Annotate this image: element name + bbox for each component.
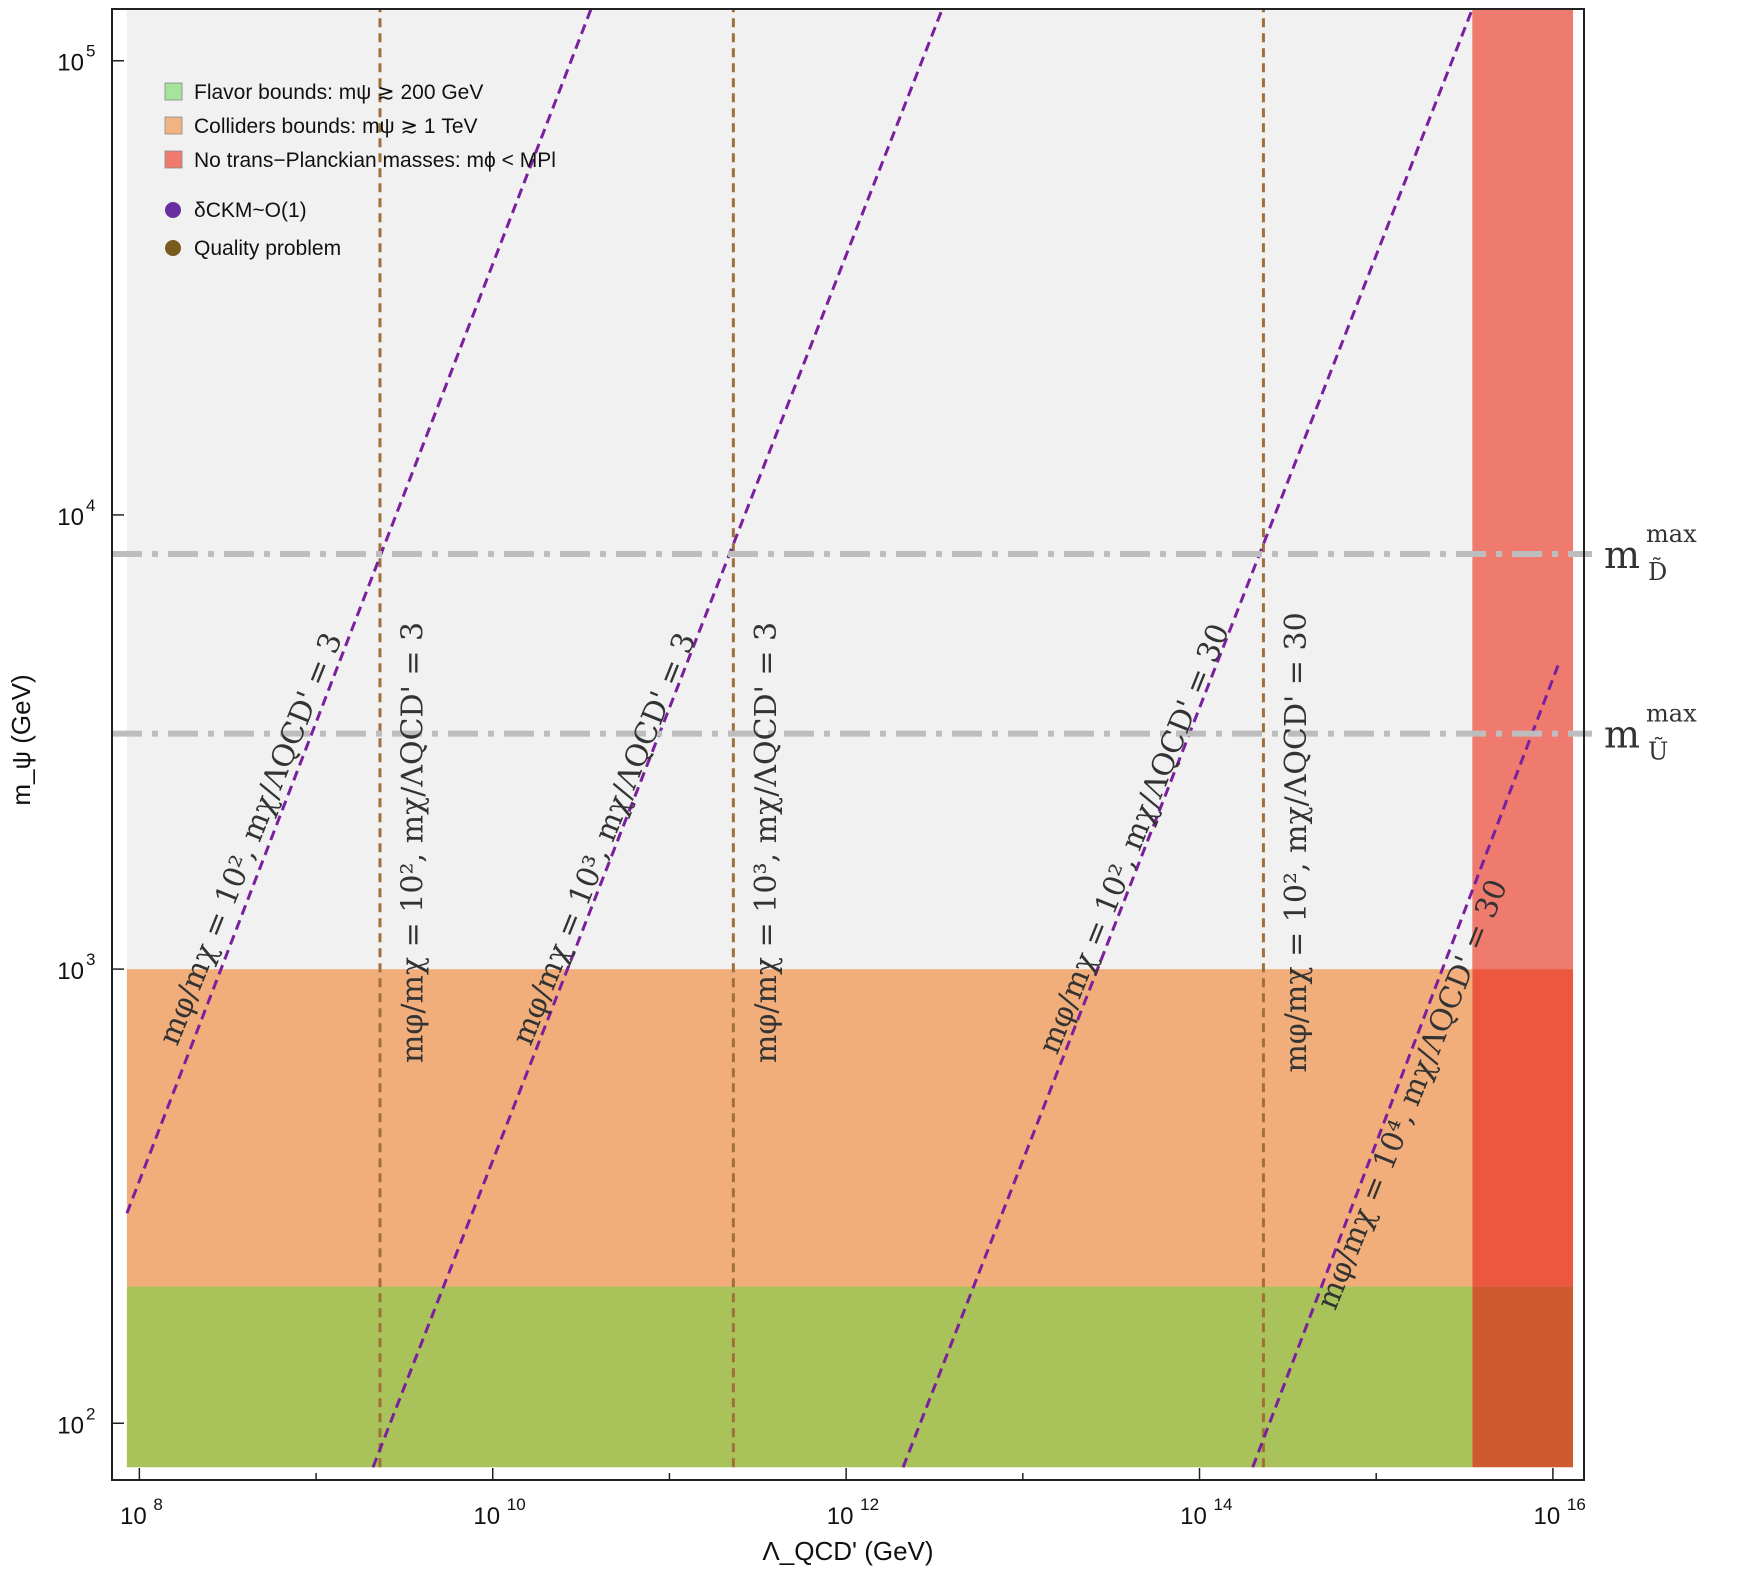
hline-label-sup-1: max	[1646, 700, 1697, 728]
region-4	[1472, 969, 1574, 1287]
x-tick-label-1: 10	[473, 1503, 500, 1530]
region-1	[126, 969, 1473, 1287]
hline-label-sub-1: Ũ	[1648, 736, 1668, 766]
region-2	[126, 9, 1473, 970]
x-tick-exp-0: 8	[153, 1495, 162, 1514]
y-tick-label-0: 10	[57, 1412, 84, 1439]
quality-lines-layer	[378, 9, 1265, 1468]
x-tick-exp-3: 14	[1214, 1495, 1233, 1514]
y-tick-label-1: 10	[57, 958, 84, 985]
legend-swatch-0	[164, 82, 183, 101]
hline-label-0: m	[1604, 533, 1640, 577]
legend: Flavor bounds: mψ ≳ 200 GeV Colliders bou…	[164, 81, 556, 260]
x-tick-exp-4: 16	[1567, 1495, 1586, 1514]
legend-label-1: Colliders bounds: mψ ≳ 1 TeV	[194, 115, 478, 138]
x-tick-label-3: 10	[1180, 1503, 1207, 1530]
y-tick-exp-1: 3	[86, 950, 95, 969]
legend-label-2: No trans−Planckian masses: mϕ < MPl	[194, 149, 556, 172]
x-ticks-layer: 10 8 10 10 10 12 10 14 10 16	[120, 1468, 1586, 1530]
hline-label-1: m	[1604, 713, 1640, 757]
ckm-line-1	[371, 9, 944, 1468]
x-tick-label-4: 10	[1534, 1503, 1561, 1530]
ckm-line-0	[125, 9, 593, 1214]
hline-label-sub-0: D̃	[1648, 558, 1667, 586]
region-5	[1472, 1286, 1574, 1468]
legend-swatch-2	[164, 150, 183, 169]
legend-label-4: Quality problem	[194, 237, 341, 260]
hline-label-sup-0: max	[1646, 520, 1697, 548]
y-tick-exp-0: 2	[86, 1404, 95, 1423]
ckm-lines-layer	[125, 9, 1562, 1468]
annotation-5: mφ/mχ = 10², mχ/ΛQCD' = 30	[1279, 612, 1314, 1072]
x-axis-title: Λ_QCD' (GeV)	[762, 1536, 933, 1566]
region-3	[1472, 9, 1574, 970]
x-tick-label-0: 10	[120, 1503, 147, 1530]
legend-label-0: Flavor bounds: mψ ≳ 200 GeV	[194, 81, 483, 104]
y-tick-label-3: 10	[57, 50, 84, 77]
ckm-line-2	[901, 9, 1474, 1468]
y-tick-exp-3: 5	[86, 42, 95, 61]
y-tick-exp-2: 4	[86, 496, 95, 515]
legend-swatch-1	[164, 116, 183, 135]
x-tick-label-2: 10	[827, 1503, 854, 1530]
regions-layer	[126, 9, 1574, 1468]
y-axis-title: m_ψ (GeV)	[6, 674, 36, 805]
annotation-3: mφ/mχ = 10³, mχ/ΛQCD' = 3	[749, 622, 784, 1063]
legend-label-3: δCKM~O(1)	[194, 199, 307, 222]
legend-marker-4	[165, 240, 181, 256]
x-tick-exp-2: 12	[860, 1495, 879, 1514]
y-tick-label-2: 10	[57, 504, 84, 531]
x-tick-exp-1: 10	[507, 1495, 526, 1514]
ckm-line-3	[1251, 659, 1562, 1468]
legend-marker-3	[165, 202, 181, 218]
plot-frame	[111, 8, 1585, 1481]
annotation-1: mφ/mχ = 10², mχ/ΛQCD' = 3	[395, 622, 430, 1063]
region-0	[126, 1286, 1473, 1468]
